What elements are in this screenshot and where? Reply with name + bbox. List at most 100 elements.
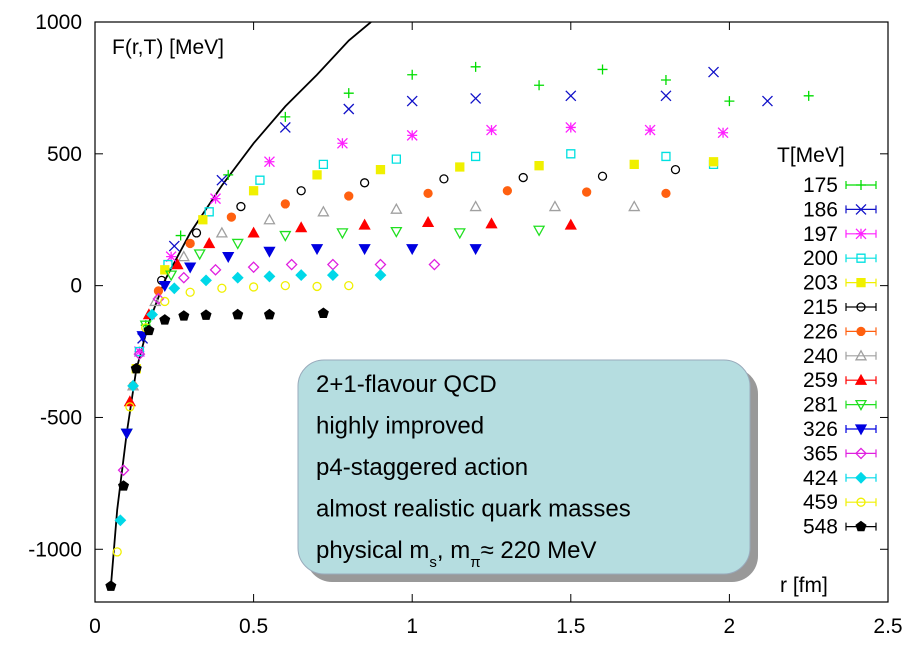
data-point	[247, 226, 260, 238]
data-point	[118, 480, 130, 491]
data-point	[318, 159, 329, 170]
data-point	[263, 308, 275, 320]
data-point	[193, 249, 206, 261]
data-point	[485, 217, 498, 229]
y-tick-label: 1000	[35, 11, 82, 34]
data-point	[279, 121, 291, 133]
data-point	[222, 251, 235, 263]
data-point	[708, 157, 719, 167]
data-point	[717, 127, 729, 139]
data-point	[112, 547, 122, 557]
data-point	[317, 205, 330, 217]
data-point	[127, 379, 139, 392]
annotation-text: ≈ 220 MeV	[481, 537, 597, 564]
data-point	[708, 66, 719, 78]
legend-marker	[856, 497, 866, 507]
data-point	[177, 250, 190, 262]
data-point	[248, 282, 259, 292]
data-point	[143, 324, 155, 336]
x-tick-label: 1	[406, 615, 418, 638]
legend-label: 200	[803, 247, 838, 270]
data-point	[232, 308, 244, 320]
legend-marker	[855, 203, 867, 215]
data-point	[146, 308, 159, 321]
data-point	[803, 90, 814, 101]
x-tick-label: 2	[724, 615, 736, 638]
data-point	[390, 202, 403, 214]
data-point	[279, 230, 292, 242]
data-point	[159, 314, 171, 325]
data-point	[295, 221, 308, 233]
legend-line	[845, 351, 877, 360]
overlay: 0 0.5 1 1.5 2 2.5-1000-5000500100017518619720…	[28, 11, 902, 638]
data-point	[165, 270, 178, 282]
legend-label: 259	[803, 369, 838, 392]
data-point	[532, 225, 546, 237]
data-point	[177, 271, 190, 284]
legend-label: 226	[803, 320, 838, 343]
data-point	[216, 174, 228, 186]
x-tick-label: 1.5	[556, 615, 585, 638]
data-point	[661, 188, 671, 199]
data-point	[200, 274, 212, 287]
data-point	[215, 226, 228, 238]
data-point	[597, 171, 608, 181]
data-point	[374, 269, 387, 282]
data-point	[326, 258, 339, 271]
data-point	[280, 280, 290, 291]
legend-marker	[855, 447, 867, 460]
data-point	[660, 90, 672, 102]
legend-marker	[854, 399, 868, 411]
data-point	[343, 88, 354, 99]
annotation-text: physical m	[316, 537, 429, 564]
data-point	[428, 258, 441, 271]
data-point	[406, 244, 419, 256]
data-point	[198, 215, 208, 225]
x-tick-label: 0.5	[239, 615, 268, 638]
data-point	[724, 96, 735, 107]
y-tick-label: 0	[70, 275, 82, 298]
legend-title: T[MeV]	[777, 144, 845, 167]
annotation-text: p4-staggered action	[316, 454, 528, 481]
data-point	[406, 129, 418, 141]
data-point	[629, 159, 639, 170]
data-point	[469, 200, 482, 212]
annotation-text: almost realistic quark masses	[316, 496, 631, 523]
data-point	[223, 169, 234, 180]
data-point	[453, 228, 466, 240]
annotation-text: , m	[437, 537, 470, 564]
data-point	[391, 154, 401, 164]
data-point	[582, 187, 592, 197]
legend-label: 281	[803, 394, 838, 417]
data-point	[486, 124, 497, 136]
data-point	[326, 269, 339, 282]
data-point	[280, 111, 291, 122]
data-point	[312, 170, 322, 180]
data-point	[534, 80, 545, 91]
legend-line	[845, 254, 877, 263]
data-point	[317, 307, 329, 319]
legend-label: 215	[803, 296, 838, 319]
data-point	[247, 261, 260, 274]
data-point	[548, 200, 562, 212]
legend-label: 548	[803, 516, 838, 539]
legend-marker	[855, 228, 867, 240]
annotation-box	[297, 359, 751, 575]
data-point	[200, 309, 212, 320]
y-tick-label: -500	[40, 406, 82, 429]
legend-label: 197	[803, 223, 838, 246]
data-point	[565, 121, 577, 133]
data-point	[359, 178, 370, 188]
data-point	[660, 75, 671, 85]
data-point	[455, 162, 465, 172]
data-point	[120, 428, 133, 440]
data-point	[185, 238, 195, 249]
data-point	[117, 464, 130, 477]
data-point	[149, 295, 162, 307]
y-tick-label: -1000	[28, 538, 82, 561]
data-point	[185, 287, 195, 297]
data-point	[564, 218, 577, 230]
data-point	[566, 149, 576, 159]
data-point	[165, 251, 177, 263]
